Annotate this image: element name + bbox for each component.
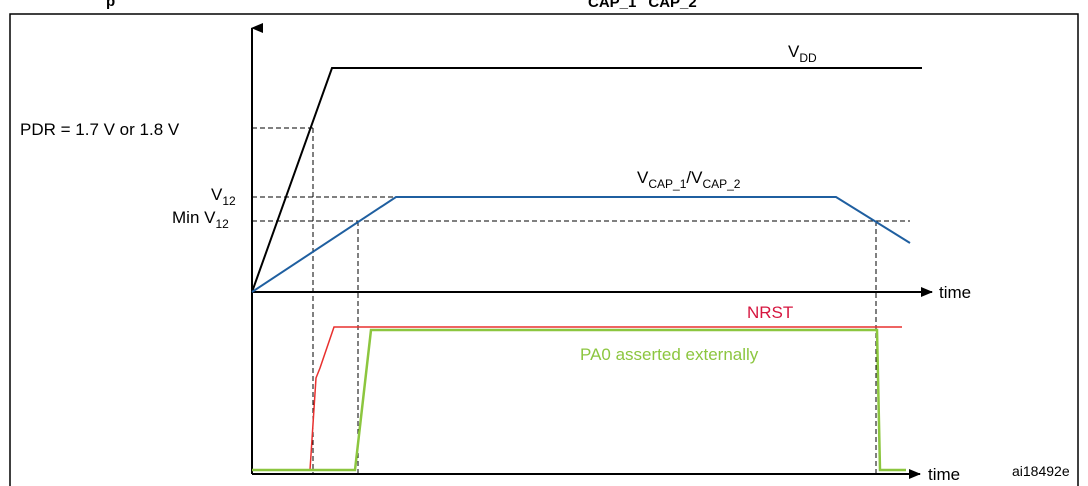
- vcap-curve: [251, 196, 911, 293]
- time-label-lower: time: [928, 465, 960, 484]
- pa0-signal: [252, 328, 906, 472]
- figure-border: [9, 13, 1079, 486]
- vcap-label: VCAP_1/VCAP_2: [637, 168, 741, 191]
- header-fragment-right: CAP_1 CAP_2: [588, 0, 697, 11]
- dashed-guides: [252, 127, 910, 474]
- nrst-signal: [252, 326, 902, 471]
- pa0-label: PA0 asserted externally: [580, 345, 759, 364]
- pdr-label: PDR = 1.7 V or 1.8 V: [20, 120, 180, 139]
- vdd-label: VDD: [788, 42, 817, 65]
- header-fragment-left: p: [106, 0, 115, 10]
- vdd-curve: [251, 67, 922, 293]
- v12-label: V12: [211, 185, 236, 208]
- min-v12-label: Min V12: [172, 208, 229, 231]
- figure-id-label: ai18492e: [1012, 463, 1070, 479]
- nrst-label: NRST: [747, 303, 793, 322]
- time-label-upper: time: [939, 283, 971, 302]
